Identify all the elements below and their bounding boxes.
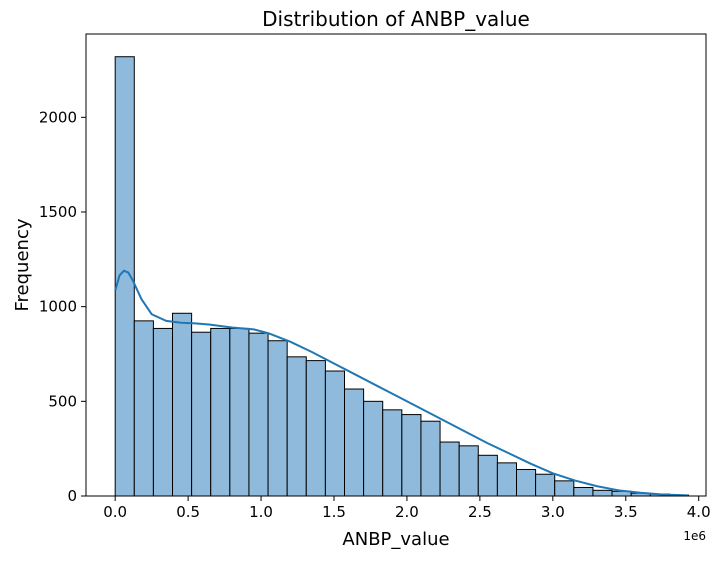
histogram-bar	[592, 489, 613, 497]
y-tick-label: 2000	[39, 108, 77, 126]
histogram-bar	[535, 473, 556, 497]
x-tick-label: 2.0	[395, 503, 419, 521]
histogram-bar	[516, 468, 537, 497]
y-tick-label: 500	[48, 392, 77, 410]
kde-line	[114, 269, 689, 497]
histogram-bar	[382, 409, 403, 497]
histogram-bar	[305, 360, 326, 497]
histogram-bar	[420, 420, 441, 497]
histogram-bar	[363, 400, 384, 497]
plot-frame	[85, 33, 707, 497]
x-tick-label: 2.5	[468, 503, 492, 521]
x-axis-label: ANBP_value	[342, 529, 449, 550]
y-axis-ticks: 0 500 1000 1500 2000	[39, 108, 86, 505]
x-tick-label: 3.5	[614, 503, 638, 521]
x-axis-ticks: 0.0 0.5 1.0 1.5 2.0 2.5 3.0 3.5 4.0	[103, 496, 711, 521]
histogram-bar	[496, 462, 518, 497]
histogram-bar	[191, 331, 212, 497]
chart-title: Distribution of ANBP_value	[262, 7, 530, 31]
histogram-bar	[152, 327, 174, 497]
histogram-bar	[210, 327, 231, 497]
x-tick-label: 3.0	[541, 503, 565, 521]
y-tick-label: 0	[67, 487, 77, 505]
histogram-bar	[286, 356, 307, 497]
histogram-bar	[554, 480, 575, 497]
histogram-bar	[401, 414, 422, 497]
histogram-bar	[133, 320, 154, 497]
x-tick-label: 0.5	[176, 503, 200, 521]
histogram-bar	[248, 332, 269, 497]
histogram-bar	[267, 340, 288, 497]
histogram-bar	[324, 370, 346, 497]
bars-group	[114, 56, 689, 497]
histogram-bar	[172, 312, 193, 497]
x-tick-label: 0.0	[103, 503, 127, 521]
x-tick-label: 4.0	[687, 503, 711, 521]
y-tick-label: 1000	[39, 298, 77, 316]
histogram-bar	[573, 486, 594, 497]
y-tick-label: 1500	[39, 203, 77, 221]
x-tick-label: 1.0	[249, 503, 273, 521]
histogram-bar	[229, 327, 250, 497]
y-axis-label: Frequency	[12, 218, 33, 311]
histogram-bar	[458, 445, 479, 497]
histogram-bar	[477, 454, 498, 497]
histogram-bar	[439, 441, 460, 497]
histogram-bar	[344, 388, 365, 497]
x-axis-offset-label: 1e6	[683, 529, 706, 543]
x-tick-label: 1.5	[322, 503, 346, 521]
